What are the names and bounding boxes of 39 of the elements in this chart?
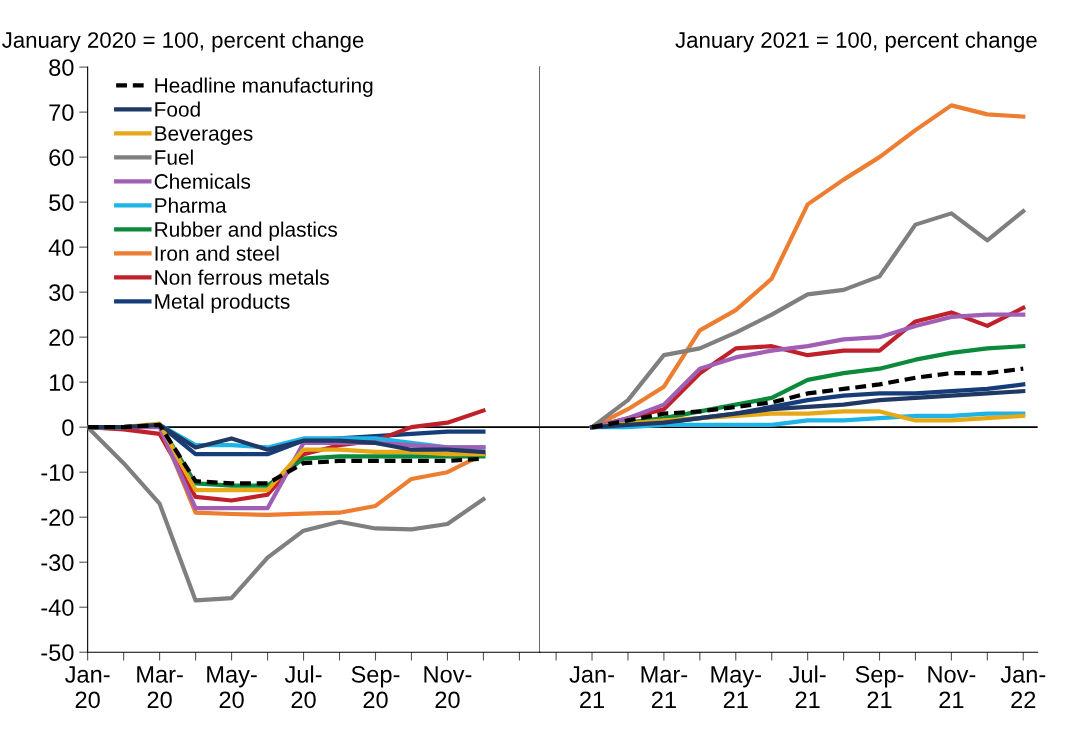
x-tick-label: Jan- 22 [1000,666,1046,708]
y-tick-label: 50 [49,194,74,211]
legend-label: Iron and steel [155,245,279,261]
y-tick-label: 70 [49,104,74,121]
legend-label: Chemicals [154,173,251,189]
y-tick-label: -50 [41,644,74,661]
y-tick-label: -20 [41,509,74,526]
y-tick-label: 20 [49,329,74,346]
x-tick-label: Sep- 20 [351,666,400,709]
x-tick-label: Jan- 20 [65,666,110,709]
legend-label: Non ferrous metals [155,269,329,285]
legend-label: Pharma [155,197,227,213]
x-tick-label: Jan- 21 [569,666,614,708]
x-tick-label: Jul- 21 [788,665,826,708]
y-tick-label: -40 [41,599,74,616]
x-tick-label: Jul- 20 [284,665,322,709]
legend-label: Beverages [155,126,253,145]
y-tick-label: 60 [49,149,74,166]
y-tick-label: -30 [41,554,74,571]
legend-label: Metal products [155,293,290,313]
y-tick-label: 40 [48,239,74,256]
legend-label: Food [155,101,200,117]
y-tick-label: 30 [49,284,74,301]
y-tick-label: 0 [62,419,74,436]
x-tick-label: Sep- 21 [855,666,904,708]
x-tick-label: May- 20 [207,666,257,709]
chart-title: January 2020 = 100, percent change [2,31,364,53]
y-tick-label: -10 [41,464,74,481]
legend-label: Fuel [155,149,193,165]
chart-title: January 2021 = 100, percent change [675,31,1037,53]
x-tick-label: Mar- 20 [137,666,183,709]
x-tick-label: Nov- 21 [928,666,976,708]
x-tick-label: May- 21 [711,666,761,708]
legend-label: Headline manufacturing [155,77,373,97]
y-tick-label: 80 [49,59,74,76]
legend-label: Rubber and plastics [155,221,338,241]
y-tick-label: 10 [49,374,74,391]
x-tick-label: Nov- 20 [424,666,472,709]
x-tick-label: Mar- 21 [641,666,688,708]
